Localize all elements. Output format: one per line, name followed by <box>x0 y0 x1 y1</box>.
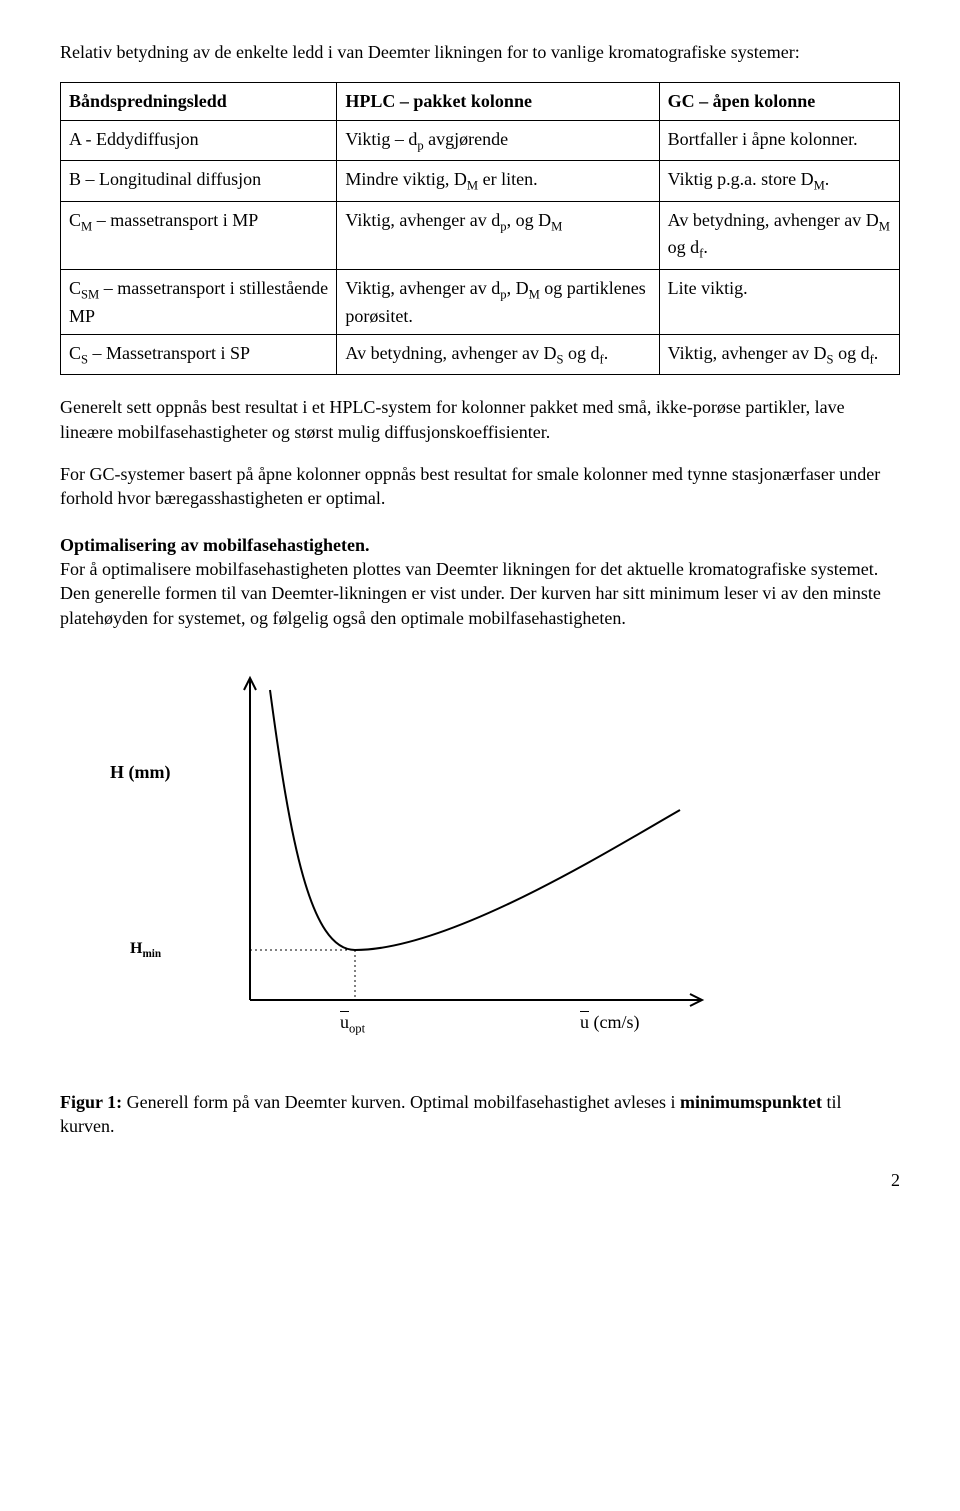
table-cell: Bortfaller i åpne kolonner. <box>659 120 899 161</box>
table-row: B – Longitudinal diffusjon Mindre viktig… <box>61 161 900 202</box>
table-cell: HPLC – pakket kolonne <box>337 83 659 120</box>
table-cell: CS – Massetransport i SP <box>61 334 337 375</box>
table-cell: CSM – massetransport i stillestående MP <box>61 269 337 334</box>
table-cell: Viktig – dp avgjørende <box>337 120 659 161</box>
table-cell: Mindre viktig, DM er liten. <box>337 161 659 202</box>
table-cell: GC – åpen kolonne <box>659 83 899 120</box>
table-cell: Båndspredningsledd <box>61 83 337 120</box>
table-cell: Viktig p.g.a. store DM. <box>659 161 899 202</box>
chart-svg <box>180 660 720 1040</box>
table-row: CS – Massetransport i SP Av betydning, a… <box>61 334 900 375</box>
table-cell: Viktig, avhenger av DS og df. <box>659 334 899 375</box>
hmin-label: Hmin <box>130 938 161 962</box>
paragraph-3: For å optimalisere mobilfasehastigheten … <box>60 557 900 630</box>
page-number: 2 <box>60 1168 900 1192</box>
intro-text: Relativ betydning av de enkelte ledd i v… <box>60 40 900 64</box>
table-cell: Viktig, avhenger av dp, DM og partiklene… <box>337 269 659 334</box>
figure-caption: Figur 1: Generell form på van Deemter ku… <box>60 1090 900 1139</box>
paragraph-2: For GC-systemer basert på åpne kolonner … <box>60 462 900 511</box>
table-cell: CM – massetransport i MP <box>61 201 337 269</box>
section-heading: Optimalisering av mobilfasehastigheten. <box>60 533 900 557</box>
uopt-label: uopt <box>340 1010 365 1038</box>
table-cell: Av betydning, avhenger av DS og df. <box>337 334 659 375</box>
van-deemter-chart: H (mm) Hmin uopt u (cm/s) <box>180 660 780 1080</box>
x-axis-label: u (cm/s) <box>580 1010 639 1034</box>
table-cell: B – Longitudinal diffusjon <box>61 161 337 202</box>
bandspread-table: Båndspredningsledd HPLC – pakket kolonne… <box>60 82 900 375</box>
table-row: CM – massetransport i MP Viktig, avhenge… <box>61 201 900 269</box>
table-cell: Av betydning, avhenger av DM og df. <box>659 201 899 269</box>
table-row: A - Eddydiffusjon Viktig – dp avgjørende… <box>61 120 900 161</box>
table-cell: Lite viktig. <box>659 269 899 334</box>
table-row: CSM – massetransport i stillestående MP … <box>61 269 900 334</box>
paragraph-1: Generelt sett oppnås best resultat i et … <box>60 395 900 444</box>
y-axis-label: H (mm) <box>110 760 170 784</box>
table-cell: A - Eddydiffusjon <box>61 120 337 161</box>
table-row: Båndspredningsledd HPLC – pakket kolonne… <box>61 83 900 120</box>
table-cell: Viktig, avhenger av dp, og DM <box>337 201 659 269</box>
